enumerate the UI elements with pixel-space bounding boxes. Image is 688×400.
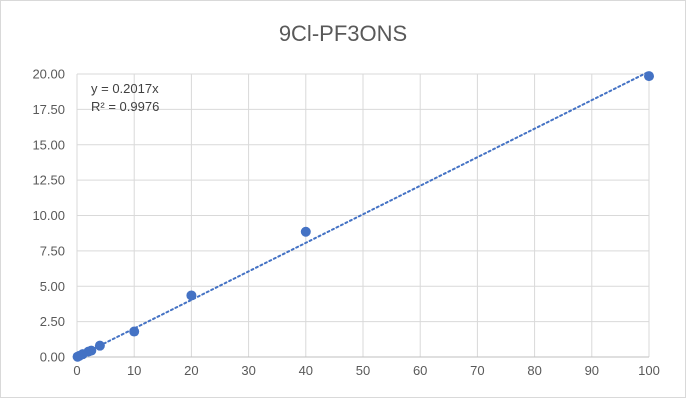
x-tick-label: 20: [184, 363, 198, 378]
chart-title: 9Cl-PF3ONS: [278, 21, 408, 46]
gridlines: [77, 73, 650, 357]
data-point: [129, 326, 140, 337]
tick-labels: 0 10 20 30 40 50 60 70 80 90 100 0.00 2.50 5.00 7.50 10…: [32, 67, 659, 379]
r-squared-label: R² = 0.9976: [91, 99, 159, 114]
trendline-layer: [76, 70, 650, 358]
x-tick-label: 100: [638, 363, 660, 378]
y-tick-label: 15.00: [32, 137, 65, 152]
trendline-equation: y = 0.2017x: [91, 81, 159, 96]
x-tick-label: 0: [73, 363, 80, 378]
x-tick-label: 30: [241, 363, 255, 378]
x-tick-label: 60: [413, 363, 427, 378]
x-tick-label: 10: [127, 363, 141, 378]
x-tick-label: 40: [299, 363, 313, 378]
y-tick-label: 20.00: [32, 67, 65, 82]
trendline: [76, 70, 650, 358]
x-tick-label: 70: [470, 363, 484, 378]
y-tick-label: 17.50: [32, 102, 65, 117]
data-point: [94, 340, 105, 351]
x-tick-label: 50: [356, 363, 370, 378]
axes: [76, 74, 649, 358]
x-tick-label: 90: [585, 363, 599, 378]
y-tick-label: 0.00: [40, 350, 65, 365]
data-point: [644, 71, 654, 82]
x-tick-label: 80: [527, 363, 541, 378]
y-tick-label: 5.00: [40, 279, 65, 294]
y-tick-label: 12.50: [32, 173, 65, 188]
data-point: [86, 345, 97, 356]
y-tick-label: 7.50: [40, 243, 65, 258]
data-point: [300, 226, 311, 237]
y-tick-label: 2.50: [40, 314, 65, 329]
data-point: [186, 290, 197, 301]
y-tick-label: 10.00: [32, 208, 65, 223]
data-points: [72, 71, 654, 362]
